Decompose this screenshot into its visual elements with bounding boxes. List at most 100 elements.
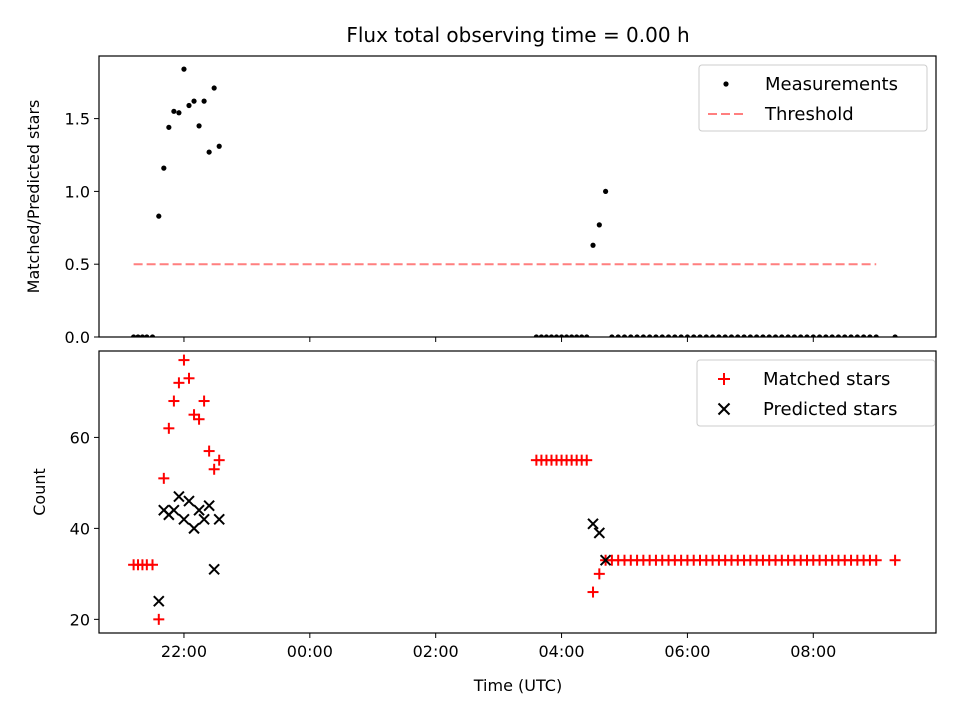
y-tick-label: 40 [70,519,90,538]
predicted-star-point [178,513,190,525]
measurement-point [823,334,829,337]
measurement-point [609,334,615,337]
measurement-point [135,334,141,337]
plot-top-matched-ratio: 0.0 0.5 1.0 1.5 Matched/Predicted stars Measu… [24,55,937,347]
measurement-point [785,334,791,337]
predicted-star-point [173,490,185,503]
measurement-point [196,123,202,129]
matched-star-point [213,454,225,466]
y-tick-label: 0.5 [65,255,90,274]
measurement-point [584,334,590,337]
matched-star-point [889,554,901,566]
measurement-point [892,334,898,337]
x-b [188,522,200,535]
measurement-point [149,334,156,337]
measurement-point [723,81,729,87]
measurement-point [206,149,212,155]
matched-star-point [581,454,593,466]
measurement-point [873,334,879,337]
measurement-point [558,334,565,337]
plot-frame [98,55,937,338]
predicted-star-point [193,504,205,516]
measurement-point [211,85,217,91]
measurement-point [722,334,728,337]
measurement-point [684,334,691,337]
matched-star-point [587,586,599,598]
measurement-point [848,334,854,337]
matched-star-point [158,472,170,484]
x-tick-label: 00:00 [287,642,333,661]
matched-star-point [183,372,195,384]
y-tick-label: 60 [70,428,90,447]
y-tick-label: 20 [70,610,90,629]
measurement-point [144,334,150,337]
plot-frame [98,350,937,634]
measurement-point [628,334,634,337]
measurement-point [659,334,665,337]
x-tick-label: 08:00 [790,642,836,661]
measurement-point [538,334,545,337]
predicted-star-point [593,527,606,539]
x-b [717,402,731,416]
measurement-point [569,334,575,337]
measurement-point [161,165,167,171]
x-b [193,504,205,516]
measurement-point [747,334,753,337]
measurement-point [735,334,741,337]
predicted-star-point [168,504,180,516]
measurement-point [615,334,621,337]
measurement-point [804,334,810,337]
measurement-point [779,334,785,337]
measurement-point [672,334,678,337]
measurement-point [697,334,703,337]
predicted-star-point [213,513,225,525]
predicted-star-point [198,513,210,525]
measurement-point [634,334,640,337]
measurement-point [716,334,722,337]
plot-marks [128,354,901,625]
matched-star-point [146,559,158,571]
measurement-point [201,98,207,104]
matched-star-point [153,613,165,625]
measurement-point [181,66,187,72]
x-tick-label: 04:00 [538,642,584,661]
y-tick-label: 1.0 [65,182,90,201]
plot-bottom-star-counts: 22:00 00:00 02:00 04:00 06:00 08:00 20 40 60 Coun… [30,350,937,661]
measurement-point [791,334,798,337]
predicted-star-point [188,522,200,535]
x-b [599,554,612,566]
measurement-point [842,334,848,337]
predicted-star-point [203,499,215,512]
x-tick-label: 06:00 [664,642,710,661]
measurement-point [703,334,709,337]
x-b [183,495,195,507]
measurement-point [171,108,177,114]
measurement-point [766,334,772,337]
measurement-point [563,334,570,337]
y-tick-label: 0.0 [65,328,90,347]
measurement-point [754,334,760,337]
measurement-point [590,242,596,248]
measurement-point [191,98,197,104]
measurement-point [176,110,182,116]
y-axis-label: Count [30,468,49,516]
x-b [173,490,185,503]
measurement-point [131,334,137,337]
measurement-point [603,188,609,195]
chart-title: Flux total observing time = 0.00 h [346,23,689,47]
x-b [168,504,180,516]
matched-star-point [193,413,205,425]
matched-star-point [173,377,185,389]
predicted-star-point [587,518,599,530]
measurement-point [798,334,804,337]
measurement-point [216,143,222,149]
measurement-point [665,334,672,337]
matched-star-point [870,554,882,566]
legend-box [696,359,936,427]
legend-label: Matched stars [763,369,890,390]
measurement-point [867,334,873,337]
x-b [213,513,225,525]
measurement-point [810,334,816,337]
measurement-point [854,334,860,337]
